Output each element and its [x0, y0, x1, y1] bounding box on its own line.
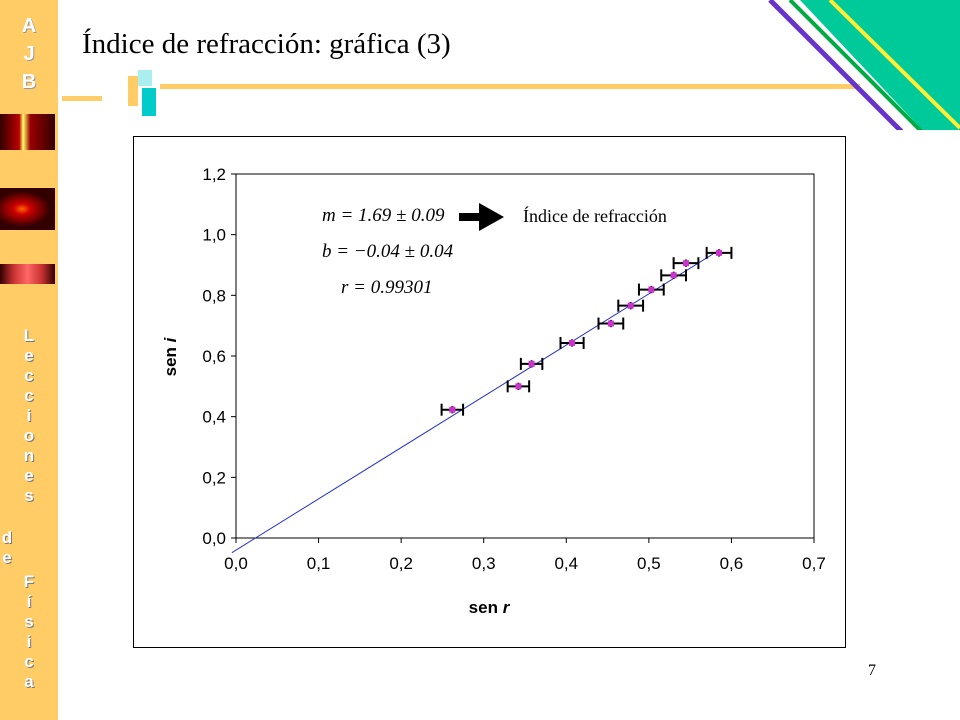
letter: c	[24, 652, 34, 671]
brand-letter: B	[21, 71, 37, 93]
data-point	[449, 406, 456, 413]
annotation-refractive-index: Índice de refracción	[523, 205, 667, 226]
x-tick-label: 0,1	[307, 554, 331, 573]
letter: e	[24, 466, 34, 485]
x-tick-label: 0,6	[720, 554, 744, 573]
data-point	[683, 260, 690, 267]
logo-block	[142, 88, 156, 116]
ticks-layer: 0,0 0,2 0,4 0,6 0,8 1,0 1,2 0,0 0,1 0,2 0,3 0,4 0,5 0…	[202, 165, 825, 573]
letter: F	[23, 572, 35, 591]
x-axis-title-prefix: sen	[469, 598, 503, 617]
points-layer	[440, 246, 733, 416]
letter: a	[24, 672, 34, 691]
letter: o	[23, 426, 35, 445]
thumbnail-spectrum	[0, 264, 55, 284]
y-axis-title: sen i	[161, 336, 180, 376]
x-axis-title-var: r	[503, 598, 511, 617]
page-number: 7	[868, 662, 876, 679]
annotation-intercept: b = −0.04 ± 0.04	[322, 241, 454, 262]
thumbnail-laser-2	[0, 188, 55, 230]
brand-letter: J	[23, 43, 35, 65]
y-tick-label: 0,6	[202, 347, 226, 366]
y-tick-label: 0,2	[202, 468, 226, 487]
logo-block	[138, 70, 152, 86]
y-axis-title-prefix: sen	[161, 342, 180, 376]
header-decoration	[62, 0, 960, 130]
y-tick-label: 0,0	[202, 529, 226, 548]
header-rule	[62, 96, 102, 101]
y-axis-title-var: i	[161, 336, 180, 342]
header-rule	[160, 84, 860, 89]
corner-triangle	[800, 0, 960, 130]
letter: í	[26, 592, 32, 611]
y-tick-label: 1,2	[202, 165, 226, 184]
letter: e	[24, 346, 34, 365]
plot-area	[235, 173, 815, 539]
slide-title: Índice de refracción: gráfica (3)	[82, 28, 451, 60]
logo-block	[128, 76, 138, 106]
data-point	[648, 286, 655, 293]
fit-line	[231, 249, 720, 554]
letter: s	[24, 612, 34, 631]
x-tick-label: 0,4	[554, 554, 578, 573]
letter: d	[1, 528, 13, 547]
sidebar-word-de: d e	[0, 528, 36, 568]
y-tick-label: 0,8	[202, 286, 226, 305]
corner-stripe	[788, 0, 923, 130]
arrow-icon	[459, 203, 504, 231]
chart-frame: 0,0 0,2 0,4 0,6 0,8 1,0 1,2 0,0 0,1 0,2 0,3 0,4 0,5 0…	[133, 136, 846, 648]
letter: s	[24, 486, 34, 505]
data-point	[627, 302, 634, 309]
sidebar-word-lecciones: L e c c i o n e s	[0, 326, 58, 506]
data-point	[716, 249, 723, 256]
y-tick-label: 0,4	[202, 408, 226, 427]
corner-stripe	[828, 0, 960, 130]
data-point	[569, 339, 576, 346]
corner-stripe	[768, 0, 904, 130]
brand-letter: A	[21, 15, 37, 37]
y-tick-label: 1,0	[202, 226, 226, 245]
letter: e	[2, 548, 12, 567]
plot-border	[235, 173, 815, 539]
letter: L	[23, 326, 35, 345]
x-tick-label: 0,0	[224, 554, 248, 573]
letter: i	[26, 406, 32, 425]
letter: c	[24, 366, 34, 385]
arrow-icon-head	[479, 203, 504, 231]
arrow-icon-shaft	[459, 213, 481, 221]
annotation-slope: m = 1.69 ± 0.09	[322, 205, 445, 226]
annotation-correlation: r = 0.99301	[341, 277, 432, 298]
data-point	[515, 383, 522, 390]
x-tick-label: 0,3	[472, 554, 496, 573]
x-tick-label: 0,7	[802, 554, 826, 573]
x-axis-title: sen r	[469, 598, 511, 617]
x-tick-label: 0,5	[637, 554, 661, 573]
x-tick-label: 0,2	[389, 554, 413, 573]
data-point	[670, 272, 677, 279]
letter: c	[24, 386, 34, 405]
brand-ajb: A J B	[0, 12, 58, 96]
data-point	[528, 360, 535, 367]
sidebar-word-fisica: F í s i c a	[0, 572, 58, 692]
letter: i	[26, 632, 32, 651]
letter: n	[23, 446, 35, 465]
data-point	[607, 320, 614, 327]
chart: 0,0 0,2 0,4 0,6 0,8 1,0 1,2 0,0 0,1 0,2 0,3 0,4 0,5 0…	[161, 165, 826, 617]
fit-line-layer	[231, 249, 720, 554]
thumbnail-laser-1	[0, 114, 55, 150]
